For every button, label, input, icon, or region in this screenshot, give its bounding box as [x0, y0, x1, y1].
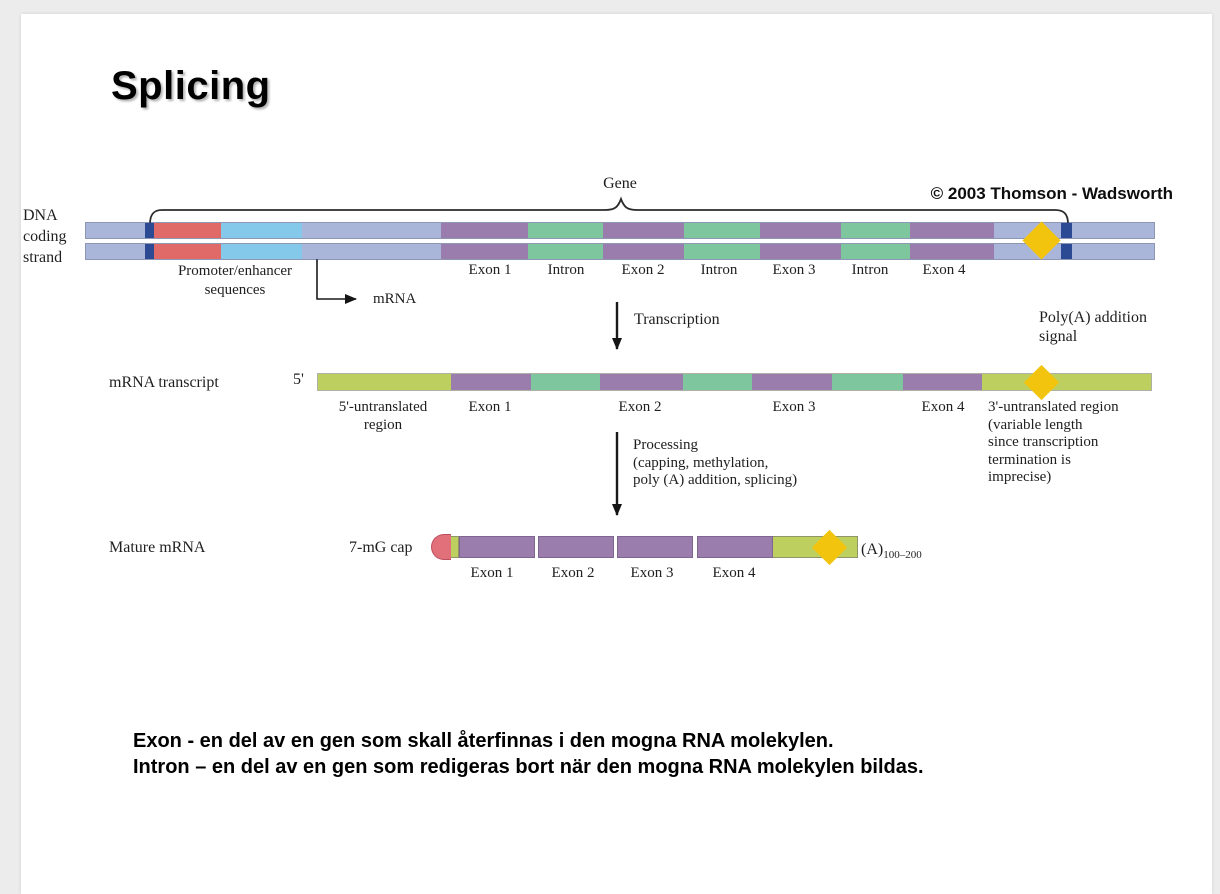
transcript-exon4-label: Exon 4 [921, 399, 965, 415]
utr5-label: 5'-untranslated region [338, 399, 428, 433]
polya-signal-label: Poly(A) addition signal [1039, 309, 1147, 345]
exon2-segment [600, 374, 684, 390]
transcript-exon2-label: Exon 2 [618, 399, 662, 415]
transcription-label: Transcription [634, 311, 720, 328]
exon4-segment [910, 244, 995, 259]
intron-segment [683, 223, 760, 238]
exon3-segment [617, 536, 693, 558]
enhancer-segment [220, 244, 302, 259]
dna-boundary-segment [1061, 244, 1073, 259]
exon-definition: Exon - en del av en gen som skall återfi… [133, 730, 834, 752]
processing-label: Processing (capping, methylation, poly (… [633, 437, 798, 488]
enhancer-segment [220, 223, 302, 238]
five-prime-label: 5' [293, 371, 304, 388]
dna-exon3-label: Exon 3 [772, 262, 816, 278]
polya-signal-diamond-transcript [1023, 364, 1060, 401]
intron-segment [840, 244, 911, 259]
exon1-segment [450, 374, 531, 390]
dna-backbone-segment [86, 244, 145, 259]
dna-backbone-segment [1072, 223, 1154, 238]
intron-segment [528, 244, 604, 259]
intron-segment [683, 374, 752, 390]
exon4-segment [910, 223, 995, 238]
polya-tail-main: (A) [861, 541, 884, 558]
promoter-segment [153, 244, 221, 259]
exon4-segment [902, 374, 983, 390]
dna-backbone-segment [301, 244, 442, 259]
definitions-text: Exon - en del av en gen som skall återfi… [133, 728, 924, 780]
exon2-segment [603, 223, 684, 238]
dna-intron-label: Intron [700, 262, 738, 278]
transcript-exon3-label: Exon 3 [772, 399, 816, 415]
utr5-segment [318, 374, 451, 390]
exon2-segment [538, 536, 614, 558]
mrna-transcript-bar [317, 373, 1152, 391]
dna-boundary-segment [144, 223, 154, 238]
intron-segment [528, 223, 604, 238]
slide-canvas: Splicing © 2003 Thomson - Wadsworth Gene… [21, 14, 1212, 894]
dna-strand-top [85, 222, 1155, 239]
promoter-enhancer-label: Promoter/enhancer sequences [177, 263, 293, 298]
exon1-segment [441, 244, 529, 259]
intron-segment [683, 244, 760, 259]
dna-backbone-segment [301, 223, 442, 238]
dna-exon2-label: Exon 2 [621, 262, 665, 278]
dna-boundary-segment [1061, 223, 1073, 238]
dna-strand-label: DNA coding strand [23, 207, 67, 266]
utr3-label: 3'-untranslated region (variable length … [988, 399, 1119, 485]
gene-label: Gene [603, 175, 637, 192]
dna-intron-label: Intron [851, 262, 889, 278]
polya-tail-label: (A)100–200 [861, 541, 922, 561]
dna-backbone-segment [1072, 244, 1154, 259]
mrna-arrow-label: mRNA [373, 291, 417, 307]
cap-label: 7-mG cap [349, 539, 413, 556]
dna-intron-label: Intron [547, 262, 585, 278]
exon3-segment [759, 223, 841, 238]
promoter-segment [153, 223, 221, 238]
copyright-text: © 2003 Thomson - Wadsworth [930, 184, 1173, 203]
exon3-segment [759, 244, 841, 259]
exon3-segment [751, 374, 832, 390]
exon1-segment [441, 223, 529, 238]
dna-exon1-label: Exon 1 [468, 262, 512, 278]
transcript-exon1-label: Exon 1 [468, 399, 512, 415]
mature-exon1-label: Exon 1 [470, 565, 514, 581]
dna-exon4-label: Exon 4 [922, 262, 966, 278]
intron-definition: Intron – en del av en gen som redigeras … [133, 756, 924, 778]
transcript-row-label: mRNA transcript [109, 374, 219, 391]
cap-linker-segment [451, 536, 459, 558]
polya-tail-subscript: 100–200 [883, 549, 922, 561]
exon2-segment [603, 244, 684, 259]
mature-mrna-bar [431, 534, 858, 560]
utr3-segment [982, 374, 1151, 390]
seven-mg-cap-shape [431, 534, 451, 560]
mature-exon2-label: Exon 2 [551, 565, 595, 581]
dna-boundary-segment [144, 244, 154, 259]
dna-backbone-segment [86, 223, 145, 238]
mature-exon3-label: Exon 3 [630, 565, 674, 581]
dna-bar [85, 222, 1155, 260]
mature-row-label: Mature mRNA [109, 539, 206, 556]
slide-title: Splicing [111, 64, 271, 108]
exon1-segment [459, 536, 535, 558]
exon4-segment [697, 536, 773, 558]
intron-segment [530, 374, 601, 390]
dna-strand-bottom [85, 243, 1155, 260]
intron-segment [840, 223, 911, 238]
mature-exon4-label: Exon 4 [712, 565, 756, 581]
intron-segment [831, 374, 903, 390]
